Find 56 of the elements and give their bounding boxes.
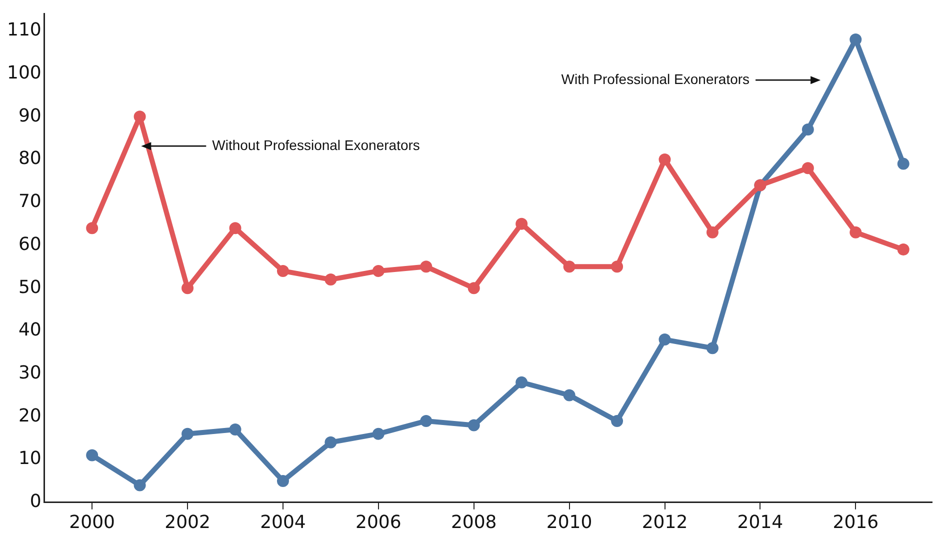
point — [229, 222, 242, 234]
point — [658, 154, 671, 166]
point — [706, 226, 718, 238]
point — [372, 264, 384, 277]
x-tick-label: 2002 — [164, 512, 210, 533]
y-tick-label: 110 — [6, 20, 42, 41]
y-tick-label: 40 — [18, 320, 42, 341]
x-tick-label: 2000 — [69, 512, 115, 533]
point — [86, 449, 98, 462]
point — [802, 162, 814, 174]
y-tick-label: 30 — [18, 362, 42, 384]
point — [611, 260, 624, 273]
x-tick-label: 2010 — [546, 512, 592, 533]
x-tick-label: 2008 — [450, 512, 497, 533]
point — [420, 414, 432, 427]
point — [563, 389, 576, 402]
point — [324, 274, 337, 286]
x-tick-label: 2012 — [642, 512, 688, 533]
x-tick-label: 2004 — [260, 512, 306, 533]
y-tick-label: 70 — [18, 191, 42, 212]
point — [372, 428, 384, 440]
point — [134, 479, 146, 492]
point — [516, 218, 528, 230]
point — [276, 474, 289, 487]
point — [516, 376, 528, 388]
point — [802, 124, 814, 136]
point — [897, 244, 910, 256]
x-tick-label: 2016 — [832, 512, 879, 533]
point — [134, 110, 146, 123]
y-tick-label: 90 — [18, 105, 42, 126]
y-tick-label: 100 — [6, 62, 42, 84]
annotation: With Professional Exonerators — [561, 70, 750, 87]
point — [468, 419, 480, 432]
point — [706, 342, 718, 354]
point — [182, 282, 194, 294]
point — [850, 226, 862, 238]
y-tick-label: 50 — [18, 276, 42, 298]
point — [182, 428, 194, 440]
point — [468, 282, 480, 294]
annotation: Without Professional Exonerators — [212, 136, 420, 153]
point — [420, 260, 432, 273]
y-tick-label: 10 — [18, 448, 42, 470]
point — [229, 424, 242, 436]
y-tick-label: 0 — [30, 491, 42, 512]
y-tick-label: 20 — [18, 405, 42, 426]
point — [658, 334, 671, 346]
point — [897, 158, 910, 170]
point — [276, 264, 289, 277]
y-tick-label: 60 — [18, 234, 42, 255]
point — [611, 414, 624, 427]
point — [324, 436, 337, 448]
x-tick-label: 2006 — [356, 512, 402, 533]
x-tick-label: 2014 — [737, 512, 784, 533]
point — [563, 260, 576, 273]
y-tick-label: 80 — [18, 148, 42, 170]
point — [86, 222, 98, 234]
